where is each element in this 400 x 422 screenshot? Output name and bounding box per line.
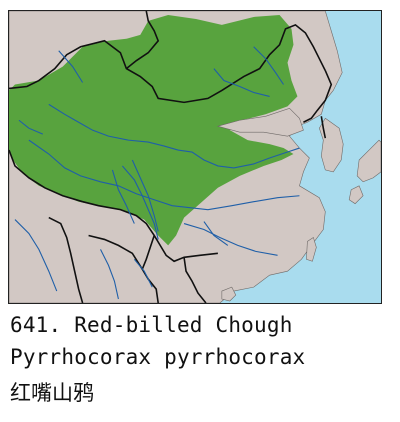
species-scientific-name: Pyrrhocorax pyrrhocorax	[10, 345, 306, 369]
species-number-and-common-name: 641. Red-billed Chough	[10, 313, 293, 337]
hainan-island	[221, 286, 237, 302]
japan-island-south	[348, 185, 364, 205]
korea-peninsula	[319, 117, 344, 173]
range-gap-north	[216, 107, 304, 137]
species-range	[9, 14, 298, 246]
japan-islands	[356, 139, 381, 183]
country-borders	[9, 11, 333, 303]
species-chinese-name: 红嘴山鸦	[10, 381, 94, 405]
map-svg	[9, 11, 381, 303]
taiwan-island	[306, 236, 317, 262]
distribution-map	[8, 10, 382, 304]
rivers	[14, 46, 300, 300]
